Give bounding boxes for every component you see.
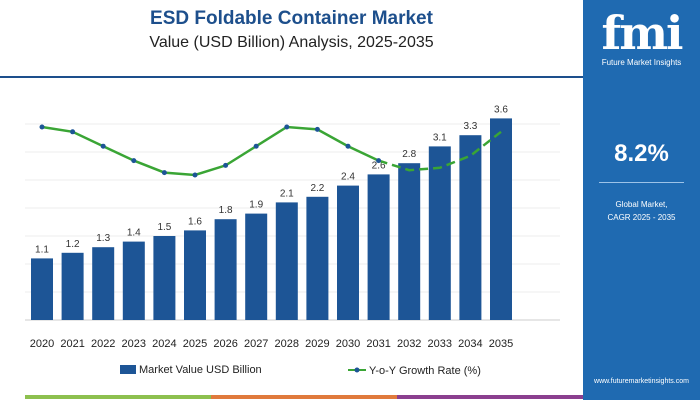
bar-2025 <box>184 230 206 320</box>
chart-plot: 1.1 2020 1.2 2021 1.3 2022 1.4 2023 1.5 2024 1.6 20… <box>25 104 560 377</box>
bar-label-2035: 3.6 <box>494 104 508 115</box>
growth-point-2030 <box>345 143 351 149</box>
x-tick-2031: 2031 <box>366 338 390 350</box>
logo-subtitle: Future Market Insights <box>601 58 682 67</box>
side-panel: fmi Future Market Insights 8.2% Global M… <box>583 0 700 400</box>
bar-label-2024: 1.5 <box>157 222 171 233</box>
growth-point-2029 <box>314 126 320 132</box>
header-divider <box>0 76 583 78</box>
bar-2032 <box>398 163 421 320</box>
bar-2027 <box>245 213 268 320</box>
legend-bar-swatch <box>120 365 136 374</box>
growth-point-2021 <box>70 129 76 135</box>
bar-label-2025: 1.6 <box>188 216 202 227</box>
growth-point-2022 <box>100 143 106 149</box>
legend-line-marker <box>354 367 360 373</box>
cagr-label: Global Market, CAGR 2025 - 2035 <box>583 198 700 224</box>
x-tick-2032: 2032 <box>397 338 421 350</box>
bar-2030 <box>337 185 359 320</box>
bar-2022 <box>92 247 115 320</box>
growth-line-solid <box>41 125 380 177</box>
x-tick-2033: 2033 <box>428 338 452 350</box>
growth-point-2020 <box>39 124 45 130</box>
bar-2033 <box>428 146 451 320</box>
growth-point-2026 <box>223 162 229 168</box>
x-tick-2026: 2026 <box>213 338 237 350</box>
color-strip <box>25 395 583 399</box>
strip-green <box>25 395 211 399</box>
growth-point-2028 <box>284 124 290 130</box>
bar-2029 <box>306 196 329 320</box>
strip-orange <box>211 395 397 399</box>
bar-label-2033: 3.1 <box>433 132 447 143</box>
x-tick-2029: 2029 <box>305 338 329 350</box>
bar-2034 <box>459 135 482 320</box>
bar-2024 <box>153 236 176 320</box>
bar-2035 <box>490 118 512 321</box>
x-tick-2021: 2021 <box>60 338 84 350</box>
x-tick-2023: 2023 <box>122 338 146 350</box>
x-tick-2034: 2034 <box>458 338 482 350</box>
legend-line-label: Y-o-Y Growth Rate (%) <box>369 365 481 377</box>
bar-2026 <box>214 219 237 320</box>
bar-label-2032: 2.8 <box>402 149 416 160</box>
fmi-logo: fmi <box>601 6 684 60</box>
bar-label-2023: 1.4 <box>127 228 141 239</box>
x-tick-2028: 2028 <box>275 338 299 350</box>
bar-label-2029: 2.2 <box>310 183 324 194</box>
bar-label-2021: 1.2 <box>66 239 80 250</box>
bar-label-2022: 1.3 <box>96 233 110 244</box>
bar-label-2027: 1.9 <box>249 200 263 211</box>
cagr-label-line2: CAGR 2025 - 2035 <box>607 213 676 222</box>
website-link[interactable]: www.futuremarketinsights.com <box>594 378 689 385</box>
growth-point-2024 <box>161 170 167 176</box>
chart-subtitle: Value (USD Billion) Analysis, 2025-2035 <box>149 34 434 51</box>
x-tick-2035: 2035 <box>489 338 513 350</box>
growth-point-2025 <box>192 172 198 178</box>
bar-2028 <box>275 202 298 320</box>
growth-point-2023 <box>131 158 137 164</box>
growth-point-2027 <box>253 143 259 149</box>
bar-2031 <box>367 174 390 320</box>
bar-label-2031: 2.6 <box>372 160 386 171</box>
chart-title: ESD Foldable Container Market <box>150 8 433 29</box>
bar-label-2026: 1.8 <box>219 205 233 216</box>
bar-2023 <box>122 241 145 320</box>
bar-label-2028: 2.1 <box>280 188 294 199</box>
x-tick-2022: 2022 <box>91 338 115 350</box>
bar-label-2034: 3.3 <box>463 121 477 132</box>
bar-2021 <box>61 252 84 320</box>
growth-line-dashed <box>378 130 502 172</box>
x-tick-2024: 2024 <box>152 338 176 350</box>
growth-point-2031 <box>376 158 382 164</box>
x-tick-2030: 2030 <box>336 338 360 350</box>
bar-2020 <box>31 258 53 320</box>
cagr-label-line1: Global Market, <box>615 200 668 209</box>
x-tick-2025: 2025 <box>183 338 207 350</box>
bar-label-2030: 2.4 <box>341 172 355 183</box>
strip-purple <box>397 395 583 399</box>
panel-divider <box>599 182 684 183</box>
legend-bar-label: Market Value USD Billion <box>139 364 262 376</box>
x-tick-2027: 2027 <box>244 338 268 350</box>
cagr-value: 8.2% <box>614 140 669 167</box>
bar-label-2020: 1.1 <box>35 244 49 255</box>
x-tick-2020: 2020 <box>30 338 54 350</box>
